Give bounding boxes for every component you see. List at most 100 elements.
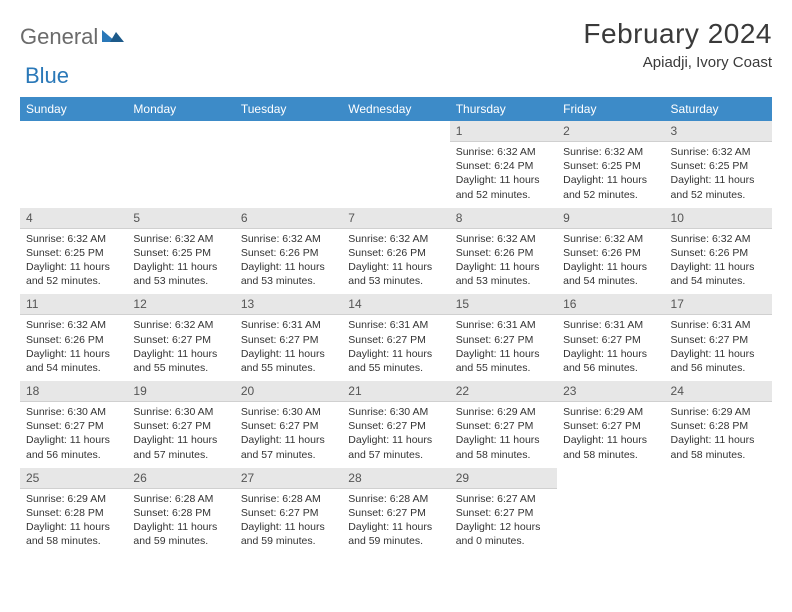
sunset-text: Sunset: 6:27 PM [456,506,551,520]
day-number: 1 [450,121,557,142]
sunset-text: Sunset: 6:25 PM [671,159,766,173]
calendar-day-cell: 9Sunrise: 6:32 AMSunset: 6:26 PMDaylight… [557,208,664,295]
sunrise-text: Sunrise: 6:30 AM [26,405,121,419]
calendar-day-cell: 4Sunrise: 6:32 AMSunset: 6:25 PMDaylight… [20,208,127,295]
daylight-text: Daylight: 11 hours and 53 minutes. [348,260,443,288]
day-number: 20 [235,381,342,402]
calendar-day-cell: 12Sunrise: 6:32 AMSunset: 6:27 PMDayligh… [127,294,234,381]
calendar-day-cell: 19Sunrise: 6:30 AMSunset: 6:27 PMDayligh… [127,381,234,468]
day-number: 29 [450,468,557,489]
day-number: 2 [557,121,664,142]
sunrise-text: Sunrise: 6:31 AM [241,318,336,332]
calendar-week-row: 1Sunrise: 6:32 AMSunset: 6:24 PMDaylight… [20,121,772,208]
weekday-header: Monday [127,97,234,121]
sunrise-text: Sunrise: 6:30 AM [133,405,228,419]
day-details: Sunrise: 6:32 AMSunset: 6:25 PMDaylight:… [557,142,664,208]
calendar-day-cell: 6Sunrise: 6:32 AMSunset: 6:26 PMDaylight… [235,208,342,295]
daylight-text: Daylight: 11 hours and 55 minutes. [456,347,551,375]
calendar-day-cell: 24Sunrise: 6:29 AMSunset: 6:28 PMDayligh… [665,381,772,468]
day-details: Sunrise: 6:32 AMSunset: 6:26 PMDaylight:… [342,229,449,295]
day-details: Sunrise: 6:32 AMSunset: 6:27 PMDaylight:… [127,315,234,381]
day-details: Sunrise: 6:32 AMSunset: 6:26 PMDaylight:… [450,229,557,295]
title-block: February 2024 Apiadji, Ivory Coast [583,18,772,71]
daylight-text: Daylight: 11 hours and 55 minutes. [133,347,228,375]
sunset-text: Sunset: 6:27 PM [241,506,336,520]
daylight-text: Daylight: 11 hours and 52 minutes. [671,173,766,201]
day-number: 8 [450,208,557,229]
daylight-text: Daylight: 11 hours and 57 minutes. [348,433,443,461]
calendar-day-cell: 22Sunrise: 6:29 AMSunset: 6:27 PMDayligh… [450,381,557,468]
daylight-text: Daylight: 11 hours and 54 minutes. [26,347,121,375]
daylight-text: Daylight: 11 hours and 53 minutes. [456,260,551,288]
day-number: 9 [557,208,664,229]
daylight-text: Daylight: 11 hours and 52 minutes. [26,260,121,288]
day-number: 12 [127,294,234,315]
calendar-day-cell: 26Sunrise: 6:28 AMSunset: 6:28 PMDayligh… [127,468,234,555]
calendar-day-cell: 28Sunrise: 6:28 AMSunset: 6:27 PMDayligh… [342,468,449,555]
calendar-day-cell: 17Sunrise: 6:31 AMSunset: 6:27 PMDayligh… [665,294,772,381]
sunrise-text: Sunrise: 6:32 AM [456,232,551,246]
daylight-text: Daylight: 11 hours and 55 minutes. [241,347,336,375]
month-title: February 2024 [583,18,772,50]
day-details: Sunrise: 6:29 AMSunset: 6:27 PMDaylight:… [450,402,557,468]
brand-part2: Blue [25,63,69,89]
day-details: Sunrise: 6:32 AMSunset: 6:26 PMDaylight:… [665,229,772,295]
sunrise-text: Sunrise: 6:27 AM [456,492,551,506]
weekday-header: Friday [557,97,664,121]
day-details: Sunrise: 6:32 AMSunset: 6:25 PMDaylight:… [665,142,772,208]
sunset-text: Sunset: 6:27 PM [456,419,551,433]
daylight-text: Daylight: 11 hours and 59 minutes. [241,520,336,548]
calendar-day-cell: 1Sunrise: 6:32 AMSunset: 6:24 PMDaylight… [450,121,557,208]
sunset-text: Sunset: 6:27 PM [241,419,336,433]
sunrise-text: Sunrise: 6:31 AM [456,318,551,332]
day-details: Sunrise: 6:31 AMSunset: 6:27 PMDaylight:… [665,315,772,381]
daylight-text: Daylight: 11 hours and 54 minutes. [563,260,658,288]
calendar-day-cell [235,121,342,208]
sunset-text: Sunset: 6:25 PM [26,246,121,260]
daylight-text: Daylight: 11 hours and 52 minutes. [456,173,551,201]
sunset-text: Sunset: 6:25 PM [133,246,228,260]
sunrise-text: Sunrise: 6:31 AM [671,318,766,332]
daylight-text: Daylight: 11 hours and 56 minutes. [563,347,658,375]
day-details: Sunrise: 6:31 AMSunset: 6:27 PMDaylight:… [235,315,342,381]
calendar-day-cell: 21Sunrise: 6:30 AMSunset: 6:27 PMDayligh… [342,381,449,468]
day-number: 17 [665,294,772,315]
day-number: 18 [20,381,127,402]
weekday-header: Thursday [450,97,557,121]
sunset-text: Sunset: 6:27 PM [133,333,228,347]
sunset-text: Sunset: 6:27 PM [456,333,551,347]
day-details: Sunrise: 6:28 AMSunset: 6:28 PMDaylight:… [127,489,234,555]
daylight-text: Daylight: 11 hours and 58 minutes. [563,433,658,461]
sunrise-text: Sunrise: 6:29 AM [671,405,766,419]
sunrise-text: Sunrise: 6:32 AM [671,232,766,246]
calendar-day-cell [127,121,234,208]
sunset-text: Sunset: 6:27 PM [348,333,443,347]
sunrise-text: Sunrise: 6:32 AM [133,232,228,246]
sunset-text: Sunset: 6:27 PM [133,419,228,433]
day-details: Sunrise: 6:32 AMSunset: 6:26 PMDaylight:… [20,315,127,381]
brand-part1: General [20,24,98,50]
day-number: 11 [20,294,127,315]
day-details: Sunrise: 6:32 AMSunset: 6:26 PMDaylight:… [235,229,342,295]
sunset-text: Sunset: 6:27 PM [563,333,658,347]
calendar-day-cell [20,121,127,208]
sunrise-text: Sunrise: 6:32 AM [671,145,766,159]
day-details: Sunrise: 6:31 AMSunset: 6:27 PMDaylight:… [342,315,449,381]
daylight-text: Daylight: 11 hours and 57 minutes. [133,433,228,461]
day-details: Sunrise: 6:28 AMSunset: 6:27 PMDaylight:… [342,489,449,555]
daylight-text: Daylight: 11 hours and 58 minutes. [26,520,121,548]
sunrise-text: Sunrise: 6:28 AM [133,492,228,506]
sunset-text: Sunset: 6:26 PM [241,246,336,260]
calendar-table: Sunday Monday Tuesday Wednesday Thursday… [20,97,772,554]
brand-logo: General [20,18,126,50]
daylight-text: Daylight: 11 hours and 55 minutes. [348,347,443,375]
calendar-day-cell: 16Sunrise: 6:31 AMSunset: 6:27 PMDayligh… [557,294,664,381]
day-details: Sunrise: 6:30 AMSunset: 6:27 PMDaylight:… [127,402,234,468]
daylight-text: Daylight: 11 hours and 56 minutes. [26,433,121,461]
day-number: 24 [665,381,772,402]
day-number: 5 [127,208,234,229]
sunrise-text: Sunrise: 6:31 AM [348,318,443,332]
sunset-text: Sunset: 6:27 PM [671,333,766,347]
calendar-day-cell [557,468,664,555]
sunset-text: Sunset: 6:28 PM [671,419,766,433]
